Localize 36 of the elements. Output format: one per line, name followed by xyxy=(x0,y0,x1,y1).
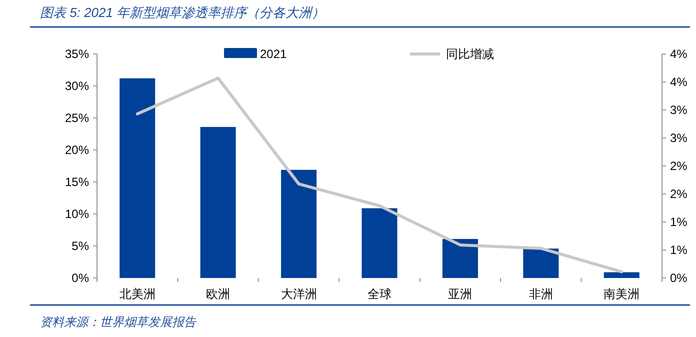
bar xyxy=(442,238,478,278)
legend-label: 同比增减 xyxy=(446,47,494,61)
y2-tick-label: 1% xyxy=(670,243,688,257)
x-tick-label: 欧洲 xyxy=(206,287,230,301)
x-tick-label: 大洋洲 xyxy=(280,287,317,301)
y2-tick-label: 2% xyxy=(670,159,688,173)
y2-tick-label: 3% xyxy=(670,103,688,117)
bar xyxy=(281,170,317,278)
y-tick-label: 10% xyxy=(64,207,90,221)
text: 资料来源：世界烟草发展报告 xyxy=(40,315,197,329)
y2-tick-label: 4% xyxy=(670,47,688,61)
y2-tick-label: 1% xyxy=(670,215,688,229)
y-tick-label: 30% xyxy=(64,79,90,93)
line-series xyxy=(136,76,624,274)
bar xyxy=(362,208,398,278)
x-tick-label: 非洲 xyxy=(528,287,553,301)
y-tick-label: 0% xyxy=(72,271,90,285)
x-tick-label: 南美洲 xyxy=(604,287,640,301)
x-tick-label: 亚洲 xyxy=(448,287,472,301)
y-tick-label: 35% xyxy=(64,47,90,61)
y-tick-label: 20% xyxy=(64,143,90,157)
y2-tick-label: 4% xyxy=(670,75,688,89)
chart-title: 图表 5: 2021 年新型烟草渗透率排序（分各大洲） xyxy=(40,5,325,20)
bar xyxy=(523,248,559,278)
legend-label: 2021 xyxy=(260,47,288,61)
bar xyxy=(200,126,236,278)
y2-tick-label: 2% xyxy=(670,187,688,201)
y-tick-label: 25% xyxy=(64,111,90,125)
x-tick-label: 北美洲 xyxy=(119,287,156,301)
bar xyxy=(120,78,156,278)
y-tick-label: 5% xyxy=(72,239,90,253)
y2-tick-label: 3% xyxy=(670,131,688,145)
bar xyxy=(604,272,640,278)
x-tick-label: 全球 xyxy=(368,287,392,301)
y-tick-label: 15% xyxy=(64,175,90,189)
y2-tick-label: 0% xyxy=(670,271,688,285)
